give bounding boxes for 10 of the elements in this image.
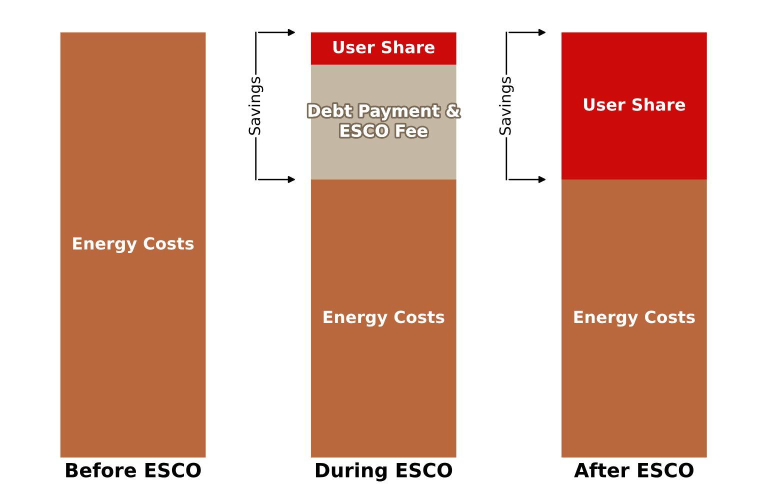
text: Energy Costs — [324, 310, 444, 327]
annotation: Savings — [499, 76, 514, 135]
x-tick-label: After ESCO — [574, 462, 694, 478]
series-label: User Share — [333, 40, 435, 54]
series-label: Energy Costs — [73, 237, 194, 254]
text: Energy Costs — [574, 310, 695, 327]
text: User Share — [584, 98, 686, 111]
x-tick-label: During ESCO — [316, 462, 452, 482]
annotation: Savings — [248, 76, 264, 135]
x-tick-label: Before ESCO — [66, 462, 201, 478]
